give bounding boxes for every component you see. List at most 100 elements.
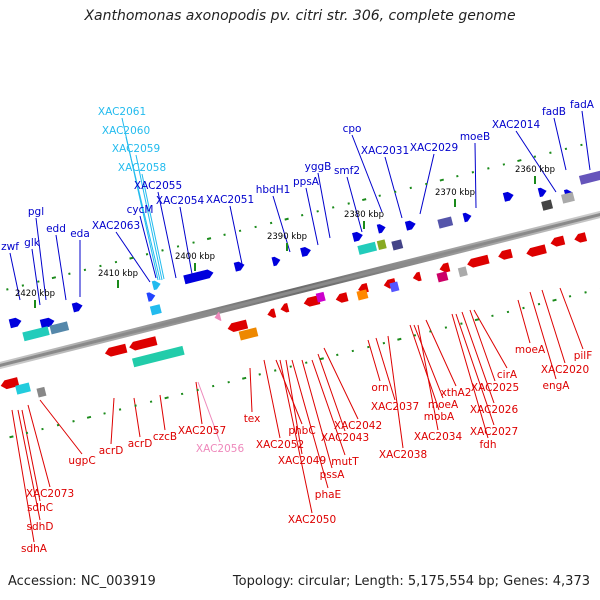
feature-block	[356, 289, 369, 301]
gene-label: sdhC	[27, 502, 53, 514]
gene-label: ugpC	[68, 455, 95, 467]
gene-label: orn	[371, 382, 388, 394]
gene-label: XAC2059	[112, 143, 160, 155]
gene-label: sdhA	[21, 543, 48, 555]
axis-core	[0, 212, 600, 368]
gene-label: XAC2058	[118, 162, 166, 174]
genome-axis	[0, 210, 600, 370]
leader-line	[125, 136, 161, 281]
leader-line	[159, 394, 166, 431]
gene-label: XAC2029	[410, 142, 458, 154]
leader-line	[541, 289, 566, 364]
leader-line	[425, 319, 457, 387]
feature-block	[15, 382, 31, 395]
leader-line	[409, 324, 440, 411]
reverse-gene	[214, 311, 222, 321]
gene-label: XAC2034	[414, 431, 463, 443]
tick-label: 2400 kbp	[175, 252, 215, 262]
feature-block	[541, 199, 554, 211]
gene-label: pilF	[574, 350, 593, 362]
leader-line	[55, 234, 67, 301]
reverse-gene	[303, 295, 321, 307]
leader-line	[474, 142, 477, 209]
leader-line	[179, 206, 193, 275]
forward-gene	[404, 220, 416, 231]
tick-label: 2420 kbp	[15, 289, 55, 299]
forward-gene	[352, 231, 363, 242]
leader-line	[197, 381, 221, 443]
forward-gene	[151, 280, 161, 291]
gene-label: XAC2054	[156, 195, 205, 207]
gene-label: yggB	[305, 161, 332, 173]
leader-line	[139, 215, 157, 279]
feature-block	[36, 386, 47, 398]
leader-line	[375, 337, 396, 401]
forward-gene	[233, 261, 245, 272]
leader-line	[553, 117, 567, 171]
leader-line	[17, 409, 41, 521]
feature-block	[437, 216, 454, 229]
forward-gene	[462, 212, 472, 223]
feature-block	[22, 326, 50, 342]
gene-label: pssA	[320, 469, 346, 481]
leader-line	[229, 205, 243, 265]
accession-label: Accession: NC_003919	[8, 574, 156, 589]
feature-block	[131, 345, 185, 368]
genome-summary: Topology: circular; Length: 5,175,554 bp…	[232, 574, 590, 589]
leader-line	[351, 134, 383, 213]
leader-line	[263, 359, 281, 439]
leader-line	[413, 324, 444, 399]
reverse-gene	[0, 377, 20, 390]
feature-block	[315, 291, 326, 303]
leader-line	[311, 359, 346, 456]
gene-label: moeA	[428, 399, 459, 411]
leader-line	[417, 324, 439, 431]
gene-label: XAC2052	[256, 439, 304, 451]
gene-label: XAC2027	[470, 426, 518, 438]
forward-gene	[146, 292, 156, 302]
feature-blocks	[0, 170, 600, 398]
gene-label: XAC2025	[471, 382, 519, 394]
gene-label: mobA	[424, 411, 455, 423]
leader-line	[461, 311, 495, 404]
gene-label: XAC2063	[92, 220, 140, 232]
reverse-gene	[526, 244, 547, 257]
gene-label: XAC2049	[278, 455, 326, 467]
gene-label: smf2	[334, 165, 360, 177]
leader-line	[110, 397, 115, 445]
map-title: Xanthomonas axonopodis pv. citri str. 30…	[84, 8, 516, 24]
tick-label: 2370 kbp	[435, 188, 475, 198]
leader-line	[473, 309, 508, 369]
leader-line	[272, 195, 291, 253]
leader-line	[581, 110, 591, 171]
leader-line	[559, 287, 584, 350]
gene-label: moeA	[515, 344, 546, 356]
feature-block	[391, 239, 404, 251]
gene-label: XAC2057	[178, 425, 226, 437]
forward-gene	[502, 191, 514, 202]
gene-label: fdh	[479, 439, 496, 451]
feature-block	[149, 304, 162, 316]
leader-line	[346, 176, 363, 233]
gene-label: eda	[70, 228, 90, 240]
gene-label: XAC2026	[470, 404, 519, 416]
tick-label: 2410 kbp	[98, 269, 138, 279]
forward-gene	[8, 317, 22, 329]
reverse-gene	[335, 292, 349, 303]
gene-label: hbdH1	[256, 184, 291, 196]
tick-label: 2380 kbp	[344, 210, 384, 220]
leader-line	[21, 409, 41, 502]
gene-label: czcB	[153, 431, 177, 443]
gene-label: XAC2050	[288, 514, 336, 526]
gene-label: XAC2060	[102, 125, 150, 137]
leader-line	[301, 359, 333, 469]
reverse-gene	[104, 343, 128, 357]
forward-gene	[183, 269, 214, 285]
feature-block	[357, 241, 378, 255]
gene-label: XAC2073	[26, 488, 74, 500]
reverse-gene	[227, 319, 249, 332]
leader-line	[249, 367, 253, 413]
feature-block	[578, 170, 600, 185]
gene-label: cpo	[343, 123, 362, 135]
